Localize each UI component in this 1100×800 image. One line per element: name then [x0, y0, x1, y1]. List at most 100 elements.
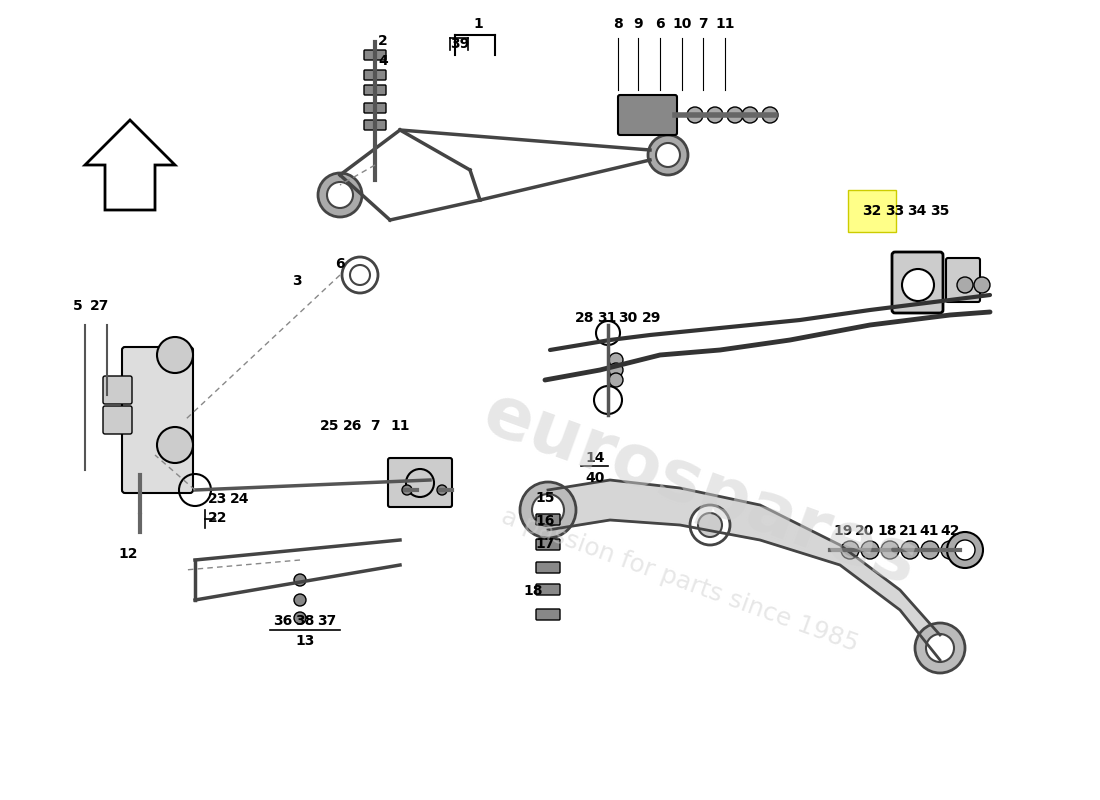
Circle shape: [727, 107, 742, 123]
Circle shape: [318, 173, 362, 217]
Circle shape: [532, 494, 564, 526]
Circle shape: [940, 541, 959, 559]
Circle shape: [957, 277, 974, 293]
FancyBboxPatch shape: [103, 406, 132, 434]
Circle shape: [861, 541, 879, 559]
Text: 14: 14: [585, 451, 605, 465]
Text: 19: 19: [834, 524, 852, 538]
Circle shape: [902, 269, 934, 301]
Text: 22: 22: [208, 511, 228, 525]
Circle shape: [294, 612, 306, 624]
Circle shape: [762, 107, 778, 123]
Text: 2: 2: [378, 34, 388, 48]
Text: 21: 21: [900, 524, 918, 538]
FancyBboxPatch shape: [536, 562, 560, 573]
FancyBboxPatch shape: [892, 252, 943, 313]
Circle shape: [609, 363, 623, 377]
Text: 12: 12: [119, 547, 138, 561]
Text: 16: 16: [536, 514, 554, 528]
FancyBboxPatch shape: [364, 70, 386, 80]
Text: 26: 26: [343, 419, 363, 433]
FancyBboxPatch shape: [946, 258, 980, 302]
Text: 35: 35: [931, 204, 949, 218]
Circle shape: [926, 634, 954, 662]
Text: 6: 6: [336, 257, 344, 271]
Text: 38: 38: [295, 614, 315, 628]
Text: 23: 23: [208, 492, 228, 506]
FancyBboxPatch shape: [536, 514, 560, 525]
Text: 15: 15: [536, 491, 554, 505]
Circle shape: [294, 594, 306, 606]
Circle shape: [609, 353, 623, 367]
FancyBboxPatch shape: [388, 458, 452, 507]
Circle shape: [707, 107, 723, 123]
Text: 36: 36: [274, 614, 293, 628]
Circle shape: [974, 277, 990, 293]
Text: 8: 8: [613, 17, 623, 31]
Text: 20: 20: [856, 524, 875, 538]
Circle shape: [947, 532, 983, 568]
Circle shape: [648, 135, 688, 175]
Text: 32: 32: [862, 204, 882, 218]
Text: 18: 18: [878, 524, 896, 538]
Circle shape: [698, 513, 722, 537]
Text: 27: 27: [90, 299, 110, 313]
Circle shape: [921, 541, 939, 559]
Circle shape: [294, 574, 306, 586]
Text: 39: 39: [450, 37, 470, 51]
FancyBboxPatch shape: [364, 120, 386, 130]
Circle shape: [656, 143, 680, 167]
Text: 9: 9: [634, 17, 642, 31]
Text: 24: 24: [230, 492, 250, 506]
Text: 37: 37: [318, 614, 337, 628]
Text: eurospares: eurospares: [473, 379, 926, 601]
Circle shape: [402, 485, 412, 495]
Text: 6: 6: [656, 17, 664, 31]
Text: 29: 29: [642, 311, 662, 325]
FancyBboxPatch shape: [536, 584, 560, 595]
Text: 30: 30: [618, 311, 638, 325]
Circle shape: [437, 485, 447, 495]
Text: a passion for parts since 1985: a passion for parts since 1985: [498, 504, 861, 656]
Circle shape: [955, 540, 975, 560]
FancyBboxPatch shape: [536, 539, 560, 550]
Text: 1: 1: [473, 17, 483, 31]
Circle shape: [157, 427, 192, 463]
Text: 7: 7: [698, 17, 707, 31]
Text: 31: 31: [597, 311, 617, 325]
Text: 4: 4: [378, 54, 388, 68]
FancyBboxPatch shape: [364, 85, 386, 95]
Circle shape: [842, 541, 859, 559]
Text: 7: 7: [371, 419, 380, 433]
FancyBboxPatch shape: [103, 376, 132, 404]
Circle shape: [520, 482, 576, 538]
Circle shape: [742, 107, 758, 123]
FancyBboxPatch shape: [618, 95, 676, 135]
FancyBboxPatch shape: [122, 347, 192, 493]
Text: 18: 18: [524, 584, 542, 598]
Text: 3: 3: [293, 274, 301, 288]
Text: 11: 11: [715, 17, 735, 31]
Text: 25: 25: [320, 419, 340, 433]
Circle shape: [157, 337, 192, 373]
FancyBboxPatch shape: [364, 103, 386, 113]
Text: 10: 10: [672, 17, 692, 31]
Circle shape: [327, 182, 353, 208]
Text: 11: 11: [390, 419, 409, 433]
FancyBboxPatch shape: [364, 50, 386, 60]
Circle shape: [915, 623, 965, 673]
Text: 42: 42: [940, 524, 959, 538]
Circle shape: [881, 541, 899, 559]
Text: 17: 17: [536, 537, 554, 551]
Circle shape: [688, 107, 703, 123]
Text: 33: 33: [886, 204, 904, 218]
Text: 13: 13: [295, 634, 315, 648]
Circle shape: [690, 505, 730, 545]
Text: 5: 5: [73, 299, 82, 313]
Text: 28: 28: [575, 311, 595, 325]
Text: 34: 34: [908, 204, 926, 218]
Circle shape: [609, 373, 623, 387]
Text: 40: 40: [585, 471, 605, 485]
FancyBboxPatch shape: [536, 609, 560, 620]
Text: 41: 41: [920, 524, 938, 538]
